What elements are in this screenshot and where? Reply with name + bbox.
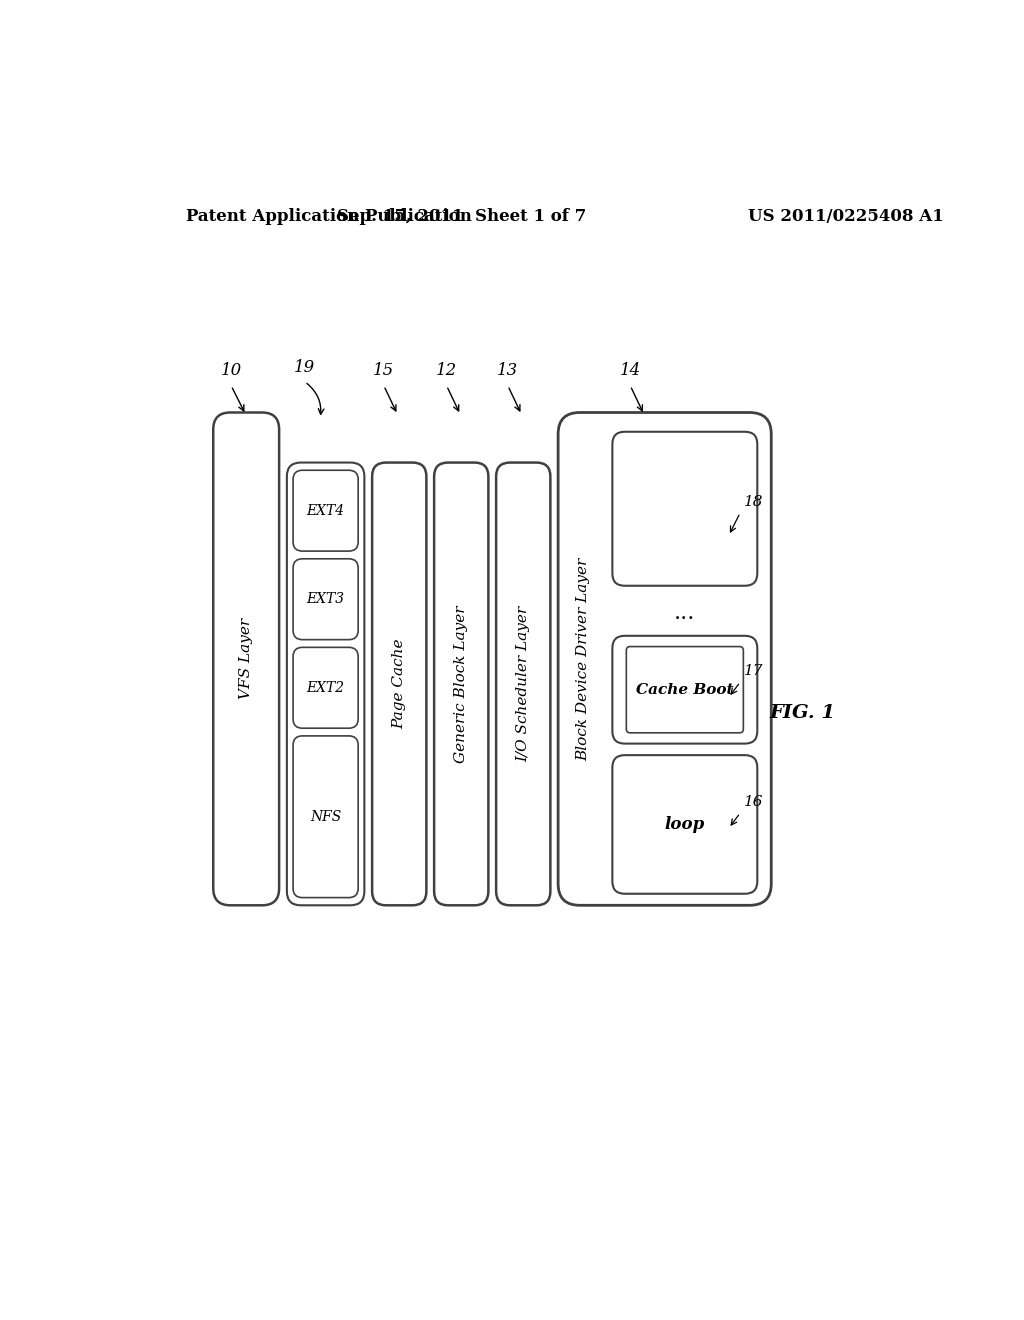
Text: 17: 17	[744, 664, 764, 678]
FancyBboxPatch shape	[434, 462, 488, 906]
FancyBboxPatch shape	[293, 647, 358, 729]
Text: ...: ...	[674, 602, 695, 624]
Text: 12: 12	[436, 363, 457, 379]
Text: US 2011/0225408 A1: US 2011/0225408 A1	[748, 207, 944, 224]
FancyBboxPatch shape	[293, 470, 358, 552]
Text: Page Cache: Page Cache	[392, 639, 407, 729]
Text: FIG. 1: FIG. 1	[769, 704, 836, 722]
Text: 18: 18	[744, 495, 764, 508]
Text: Sep. 15, 2011  Sheet 1 of 7: Sep. 15, 2011 Sheet 1 of 7	[337, 207, 586, 224]
FancyBboxPatch shape	[287, 462, 365, 906]
FancyBboxPatch shape	[612, 432, 758, 586]
Text: Block Device Driver Layer: Block Device Driver Layer	[577, 557, 590, 760]
FancyBboxPatch shape	[293, 737, 358, 898]
Text: VFS Layer: VFS Layer	[240, 618, 253, 700]
FancyBboxPatch shape	[372, 462, 426, 906]
Text: NFS: NFS	[310, 809, 341, 824]
Text: I/O Scheduler Layer: I/O Scheduler Layer	[516, 606, 530, 762]
Text: EXT2: EXT2	[306, 681, 345, 694]
Text: 14: 14	[620, 363, 641, 379]
Text: 13: 13	[497, 363, 518, 379]
FancyBboxPatch shape	[496, 462, 550, 906]
FancyBboxPatch shape	[213, 412, 280, 906]
Text: EXT4: EXT4	[306, 504, 345, 517]
Text: 16: 16	[744, 795, 764, 809]
FancyBboxPatch shape	[612, 636, 758, 743]
FancyBboxPatch shape	[612, 755, 758, 894]
Text: 15: 15	[373, 363, 394, 379]
Text: loop: loop	[665, 816, 705, 833]
FancyBboxPatch shape	[293, 558, 358, 640]
Text: Cache Boot: Cache Boot	[636, 682, 733, 697]
Text: Generic Block Layer: Generic Block Layer	[455, 605, 468, 763]
FancyBboxPatch shape	[627, 647, 743, 733]
Text: 10: 10	[220, 363, 242, 379]
Text: 19: 19	[294, 359, 315, 376]
Text: EXT3: EXT3	[306, 593, 345, 606]
FancyBboxPatch shape	[558, 412, 771, 906]
Text: Patent Application Publication: Patent Application Publication	[186, 207, 472, 224]
